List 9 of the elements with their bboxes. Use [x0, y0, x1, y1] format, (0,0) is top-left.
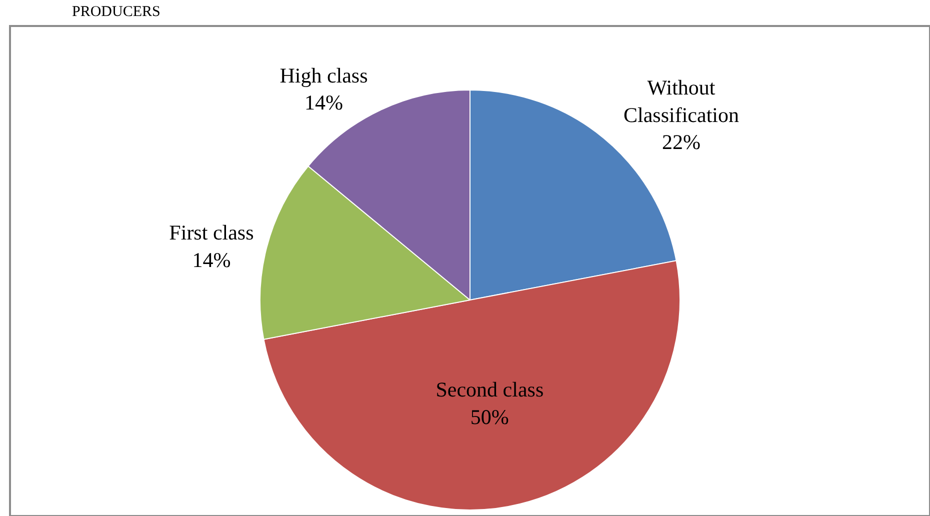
data-label: 14%: [304, 90, 343, 115]
slice-label: High class: [280, 63, 368, 88]
slice-label: Without Classification: [624, 76, 740, 127]
data-label: 22%: [662, 130, 700, 154]
chart-title: PRODUCERS: [72, 4, 160, 20]
slice-label: First class: [169, 220, 254, 245]
data-label: 50%: [470, 404, 509, 429]
data-label: 14%: [192, 248, 231, 272]
slice-label: Second class: [436, 377, 544, 402]
